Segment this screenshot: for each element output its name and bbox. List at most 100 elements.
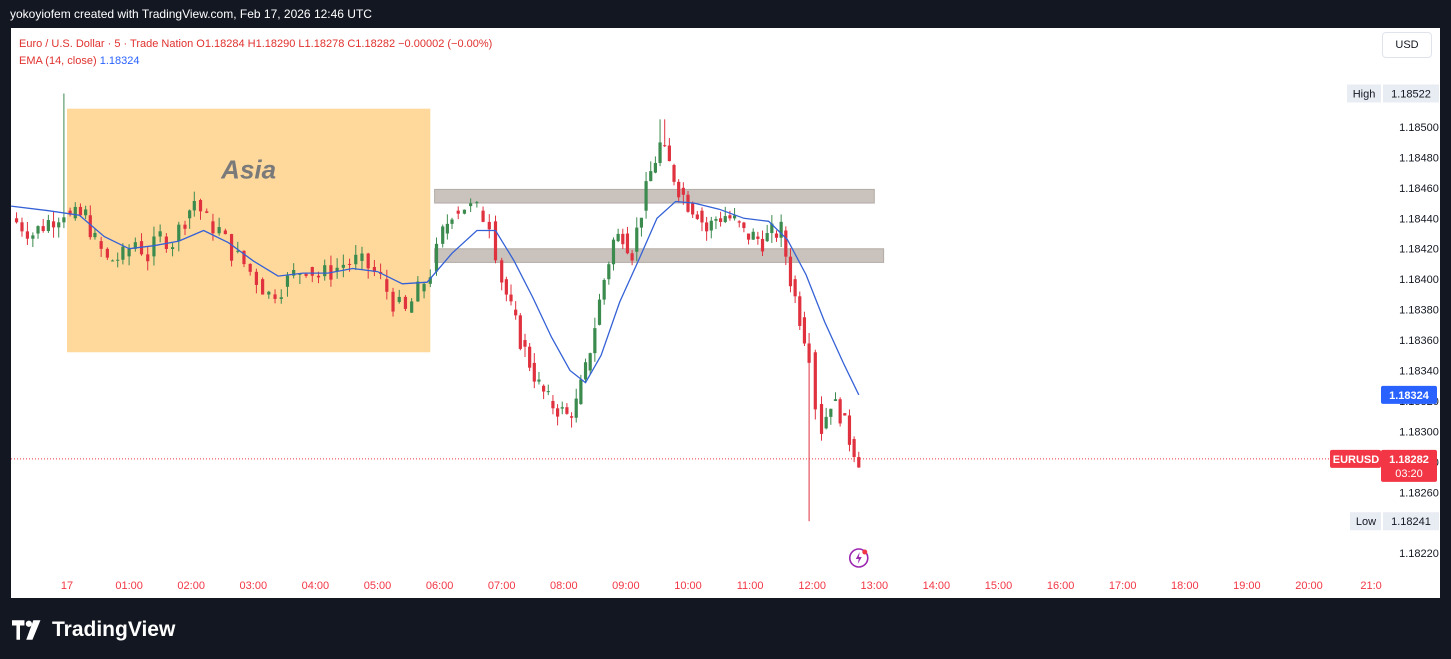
candle-body bbox=[788, 256, 793, 287]
candle-body bbox=[192, 200, 196, 211]
candle-body bbox=[779, 221, 783, 238]
tradingview-logo[interactable]: TradingView bbox=[12, 616, 175, 644]
candle-body bbox=[223, 230, 227, 235]
candle-body bbox=[78, 206, 83, 216]
y-tick-label: 1.18500 bbox=[1399, 122, 1439, 134]
candle-body bbox=[751, 231, 755, 240]
candle-body bbox=[422, 283, 426, 292]
ema-price-tag-bg bbox=[1381, 385, 1437, 404]
ema-line[interactable] bbox=[11, 200, 860, 396]
candle-body bbox=[36, 226, 40, 234]
candle-body bbox=[635, 227, 639, 252]
ema-price-tag: 1.18324 bbox=[1389, 390, 1430, 402]
candle-body bbox=[105, 248, 109, 258]
candle-body bbox=[347, 263, 352, 265]
candle-body bbox=[335, 267, 339, 272]
candle-body bbox=[285, 275, 290, 287]
last-price-value: 1.18282 bbox=[1389, 454, 1429, 466]
resistance-zone-1[interactable] bbox=[434, 188, 875, 204]
candle-body bbox=[714, 219, 718, 221]
x-tick-label: 04:00 bbox=[302, 580, 330, 592]
candle-body bbox=[523, 340, 527, 347]
bar-countdown: 03:20 bbox=[1395, 468, 1423, 480]
candle-body bbox=[416, 281, 420, 302]
candle-body bbox=[273, 294, 277, 299]
x-tick-label: 10:00 bbox=[674, 580, 702, 592]
candle-body bbox=[248, 263, 252, 272]
candle-body bbox=[450, 219, 454, 224]
x-tick-label: 05:00 bbox=[364, 580, 392, 592]
candle-body bbox=[205, 211, 209, 213]
candle-body bbox=[802, 317, 807, 344]
x-tick-label: 16:00 bbox=[1047, 580, 1075, 592]
candle-body bbox=[183, 224, 187, 229]
candle-body bbox=[20, 222, 24, 232]
candle-body bbox=[843, 413, 847, 416]
candle-body bbox=[593, 328, 597, 354]
candle-body bbox=[316, 275, 321, 278]
candle-body bbox=[341, 264, 345, 268]
candle-body bbox=[267, 291, 271, 295]
tradingview-logo-icon bbox=[12, 620, 41, 640]
candle-body bbox=[649, 171, 653, 182]
candle-body bbox=[824, 416, 828, 429]
candle-body bbox=[774, 233, 779, 238]
y-tick-label: 1.18480 bbox=[1399, 152, 1439, 164]
event-dot bbox=[862, 549, 868, 555]
candle-body bbox=[560, 407, 564, 409]
candle-body bbox=[644, 181, 648, 211]
candle-body bbox=[607, 264, 611, 280]
candle-body bbox=[51, 221, 56, 228]
candle-body bbox=[597, 299, 602, 325]
x-tick-label: 14:00 bbox=[923, 580, 951, 592]
x-tick-label: 06:00 bbox=[426, 580, 454, 592]
candle-body bbox=[537, 379, 541, 382]
brand-name: TradingView bbox=[52, 618, 176, 641]
asia-session-box[interactable] bbox=[67, 108, 431, 353]
candle-body bbox=[723, 216, 727, 222]
candle-body bbox=[653, 162, 657, 173]
candle-body bbox=[372, 267, 376, 272]
y-tick-label: 1.18380 bbox=[1399, 305, 1439, 317]
candle-body bbox=[813, 352, 817, 410]
candle-body bbox=[292, 269, 296, 276]
y-tick-label: 1.18360 bbox=[1399, 335, 1439, 347]
candle-body bbox=[236, 250, 240, 252]
candle-body bbox=[695, 214, 699, 219]
candle-body bbox=[261, 279, 265, 295]
candle-body bbox=[62, 217, 66, 223]
chart-attribution: yokoyiofem created with TradingView.com,… bbox=[10, 7, 372, 21]
candle-body bbox=[41, 226, 45, 232]
x-tick-label: 18:00 bbox=[1171, 580, 1199, 592]
candle-body bbox=[323, 265, 327, 277]
candle-body bbox=[127, 248, 131, 257]
candle-body bbox=[579, 379, 583, 405]
candle-body bbox=[760, 238, 765, 252]
candle-body bbox=[765, 233, 769, 242]
candle-body bbox=[852, 439, 856, 458]
resistance-zone-2[interactable] bbox=[434, 248, 885, 263]
candle-body bbox=[686, 194, 690, 212]
candle-body bbox=[445, 223, 449, 234]
candle-body bbox=[569, 416, 574, 418]
x-tick-label: 17:00 bbox=[1109, 580, 1137, 592]
candle-body bbox=[84, 209, 88, 216]
candle-body bbox=[99, 241, 103, 249]
candlestick-chart[interactable]: Asia 1.18500 1.18480 1.18460 1.18440 1.18420 1… bbox=[11, 28, 1440, 598]
chart-panel[interactable]: Asia 1.18500 1.18480 1.18460 1.18440 1.18420 1… bbox=[11, 28, 1440, 598]
x-tick-label: 09:00 bbox=[612, 580, 640, 592]
y-tick-label: 1.18340 bbox=[1399, 366, 1439, 378]
candle-body bbox=[546, 391, 550, 393]
candle-body bbox=[14, 218, 19, 223]
candle-body bbox=[469, 203, 473, 207]
candle-body bbox=[456, 210, 460, 214]
candle-body bbox=[391, 291, 395, 312]
candle-body bbox=[672, 165, 676, 182]
currency-button[interactable]: USD bbox=[1382, 32, 1432, 58]
candle-body bbox=[46, 220, 50, 232]
candle-body bbox=[410, 301, 414, 313]
x-tick-label: 19:00 bbox=[1233, 580, 1261, 592]
x-tick-label: 17 bbox=[61, 580, 73, 592]
y-tick-label: 1.18460 bbox=[1399, 183, 1439, 195]
candle-body bbox=[583, 362, 588, 380]
